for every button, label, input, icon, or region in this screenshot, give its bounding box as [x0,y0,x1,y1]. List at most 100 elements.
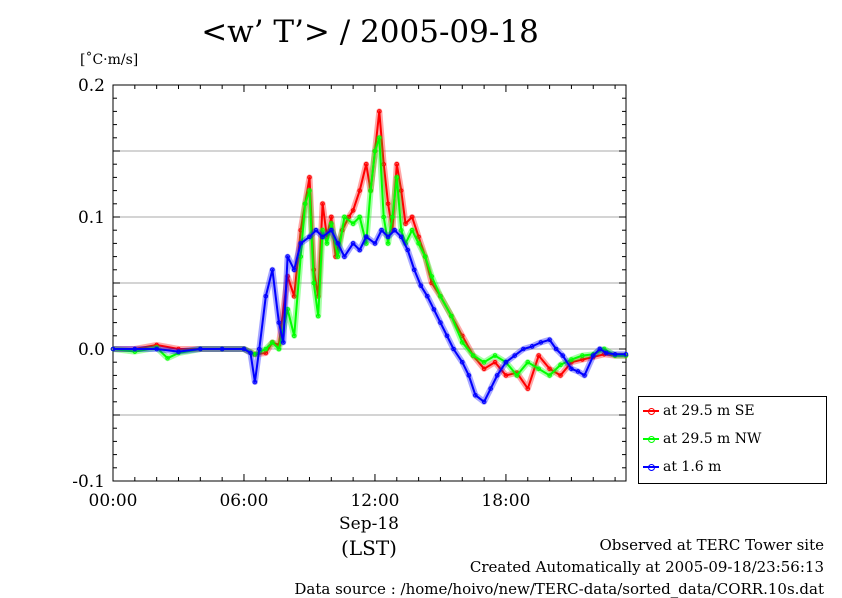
data-point [492,359,498,365]
data-point [385,241,391,246]
data-point [538,340,544,345]
data-point [525,386,531,391]
data-point [481,366,487,372]
data-point [503,359,509,365]
data-point [394,175,400,180]
legend-label-nw: at 29.5 m NW [663,431,762,447]
data-point [307,188,312,193]
data-point [416,241,421,246]
data-point [315,313,321,319]
data-point [492,353,498,358]
data-point [350,221,356,226]
data-point [525,359,531,365]
data-point [320,234,325,240]
data-point [580,353,585,358]
data-point [459,340,465,345]
series-line-2 [113,229,626,403]
data-point [514,373,520,378]
data-point [291,267,297,273]
data-point [313,227,319,233]
legend-swatch-green [643,436,659,443]
data-point [342,214,347,220]
data-point [536,353,541,358]
data-point [335,241,341,246]
data-point [276,346,282,352]
data-point [398,234,404,240]
data-point [248,350,253,356]
data-point [132,346,138,352]
data-point [252,351,258,357]
data-point [377,109,382,114]
data-point [569,366,574,372]
data-point [263,293,269,299]
data-point [449,313,454,319]
data-point [411,267,417,273]
data-point [512,353,517,358]
data-point [623,351,629,357]
data-point [328,221,334,226]
data-point [425,293,430,299]
data-point [307,175,312,180]
data-point [503,373,509,378]
footer-source: Data source : /home/hoivo/new/TERC-data/… [294,580,824,598]
data-point [438,320,443,325]
x-axis-date-label: Sep-18 [339,514,399,534]
data-point [560,353,565,358]
data-point [350,208,356,213]
data-point [390,214,395,220]
data-point [154,346,159,352]
data-point [409,227,415,233]
data-point [385,201,391,207]
footer-observed: Observed at TERC Tower site [599,536,824,554]
data-point [291,293,297,299]
series-line-0 [113,110,626,390]
data-point [481,399,487,405]
x-axis-unit-label: (LST) [341,536,397,560]
data-point [328,214,334,220]
x-tick-label: 00:00 [89,491,138,511]
data-point [219,346,225,352]
data-point [488,386,493,391]
data-point [470,353,476,358]
data-point [416,234,421,240]
footer-created: Created Automatically at 2005-09-18/23:5… [469,558,824,576]
data-point [335,254,341,259]
data-point [381,214,386,220]
data-point [392,227,397,233]
data-point [431,307,437,312]
data-point [381,161,386,167]
data-point [429,274,435,279]
legend-item-nw: at 29.5 m NW [643,429,761,449]
data-point [575,369,581,374]
data-point [320,227,325,233]
data-point [529,344,535,349]
data-point [176,349,181,354]
data-point [311,280,317,286]
data-point [536,366,541,372]
data-point [285,254,290,259]
data-point [604,350,609,356]
data-point [252,379,258,385]
data-point [403,221,408,226]
data-point [342,254,347,259]
data-point [451,346,456,352]
data-point [582,373,587,378]
data-point [553,346,559,352]
data-point [363,234,369,240]
data-point [494,373,500,378]
data-point [350,241,356,246]
chart-title: <w’ T’> / 2005-09-18 [201,14,539,50]
data-point [363,241,369,246]
data-point [324,241,330,246]
x-tick-label: 12:00 [350,491,399,511]
data-point [379,227,384,233]
y-tick-label: 0.0 [78,340,105,360]
data-point [165,355,170,361]
y-axis-label: [˚C·m/s] [80,52,139,68]
y-tick-label: 0.1 [78,208,105,228]
data-point [270,267,275,273]
data-point [569,357,574,362]
data-point [394,161,400,167]
data-point [328,227,334,233]
legend-swatch-blue [643,464,659,471]
